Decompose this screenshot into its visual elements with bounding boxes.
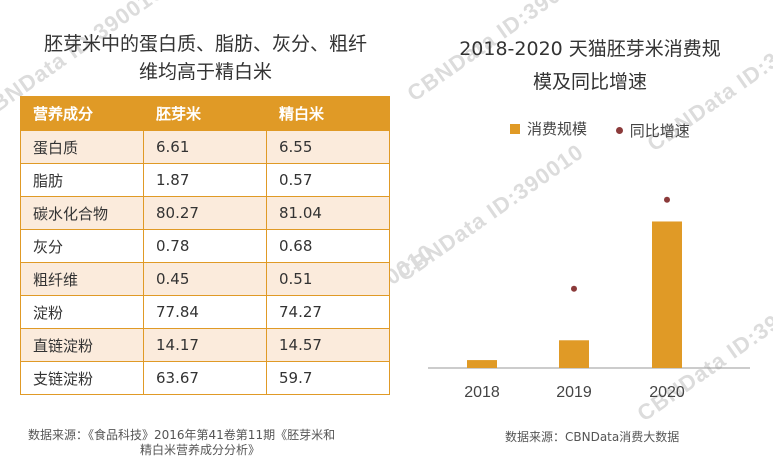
table-title-line1: 胚芽米中的蛋白质、脂肪、灰分、粗纤 — [43, 33, 367, 55]
cell-white-rice: 0.51 — [266, 262, 390, 296]
cell-white-rice: 81.04 — [266, 196, 390, 230]
header-germ-rice: 胚芽米 — [143, 96, 267, 131]
bar-2020 — [652, 221, 682, 368]
cell-white-rice: 14.57 — [266, 328, 390, 362]
table-row: 直链淀粉 14.17 14.57 — [20, 328, 390, 362]
cell-germ-rice: 1.87 — [143, 163, 267, 197]
growth-dot-2020 — [664, 196, 670, 203]
chart-legend: 消费规模 同比增速 — [510, 118, 714, 141]
legend-item-scale: 消费规模 — [510, 118, 587, 139]
cell-white-rice: 74.27 — [266, 295, 390, 329]
growth-dot-2019 — [571, 285, 577, 292]
cell-germ-rice: 63.67 — [143, 361, 267, 395]
source-line2: 精白米营养成分分析》 — [140, 443, 261, 457]
legend-bar-swatch — [510, 123, 520, 134]
chart-title: 2018-2020 天猫胚芽米消费规 模及同比增速 — [420, 33, 760, 99]
table-row: 灰分 0.78 0.68 — [20, 229, 390, 263]
table-row: 粗纤维 0.45 0.51 — [20, 262, 390, 296]
cell-white-rice: 59.7 — [266, 361, 390, 395]
header-nutrient: 营养成分 — [20, 96, 144, 131]
cell-germ-rice: 0.78 — [143, 229, 267, 263]
bar-2019 — [559, 340, 589, 368]
cell-white-rice: 6.55 — [266, 130, 390, 164]
x-tick-label-2019: 2019 — [556, 384, 592, 401]
table-row: 碳水化合物 80.27 81.04 — [20, 196, 390, 230]
x-tick-label-2018: 2018 — [464, 384, 500, 401]
table-title: 胚芽米中的蛋白质、脂肪、灰分、粗纤 维均高于精白米 — [18, 30, 393, 86]
sales-chart: 2018 2019 2020 — [428, 196, 750, 401]
cell-germ-rice: 6.61 — [143, 130, 267, 164]
x-tick-label-2020: 2020 — [649, 384, 685, 401]
table-row: 支链淀粉 63.67 59.7 — [20, 361, 390, 395]
cell-nutrient: 蛋白质 — [20, 130, 144, 164]
cell-white-rice: 0.68 — [266, 229, 390, 263]
table-row: 淀粉 77.84 74.27 — [20, 295, 390, 329]
cell-white-rice: 0.57 — [266, 163, 390, 197]
source-line1: 数据来源：《食品科技》2016年第41卷第11期《胚芽米和 — [28, 428, 336, 442]
cell-germ-rice: 77.84 — [143, 295, 267, 329]
chart-title-line1: 2018-2020 天猫胚芽米消费规 — [459, 38, 721, 60]
table-row: 蛋白质 6.61 6.55 — [20, 130, 390, 164]
nutrition-table: 营养成分 胚芽米 精白米 蛋白质 6.61 6.55 脂肪 1.87 0.57 … — [20, 96, 390, 395]
table-header-row: 营养成分 胚芽米 精白米 — [20, 96, 390, 131]
bar-2018 — [467, 360, 497, 368]
cell-nutrient: 支链淀粉 — [20, 361, 144, 395]
cell-nutrient: 直链淀粉 — [20, 328, 144, 362]
cell-nutrient: 脂肪 — [20, 163, 144, 197]
cell-germ-rice: 14.17 — [143, 328, 267, 362]
header-white-rice: 精白米 — [266, 96, 390, 131]
cell-nutrient: 灰分 — [20, 229, 144, 263]
table-title-line2: 维均高于精白米 — [138, 61, 272, 83]
legend-label-scale: 消费规模 — [527, 120, 588, 138]
table-source-note: 数据来源：《食品科技》2016年第41卷第11期《胚芽米和 精白米营养成分分析》 — [28, 428, 388, 458]
legend-label-growth: 同比增速 — [629, 121, 690, 140]
cell-nutrient: 碳水化合物 — [20, 196, 144, 230]
cell-germ-rice: 0.45 — [143, 262, 267, 296]
cell-germ-rice: 80.27 — [143, 196, 267, 230]
legend-dot-swatch — [615, 126, 623, 134]
cell-nutrient: 淀粉 — [20, 295, 144, 329]
legend-item-growth: 同比增速 — [615, 120, 690, 141]
chart-source-note: 数据来源：CBNData消费大数据 — [505, 430, 680, 444]
chart-title-line2: 模及同比增速 — [532, 71, 647, 93]
table-row: 脂肪 1.87 0.57 — [20, 163, 390, 197]
cell-nutrient: 粗纤维 — [20, 262, 144, 296]
